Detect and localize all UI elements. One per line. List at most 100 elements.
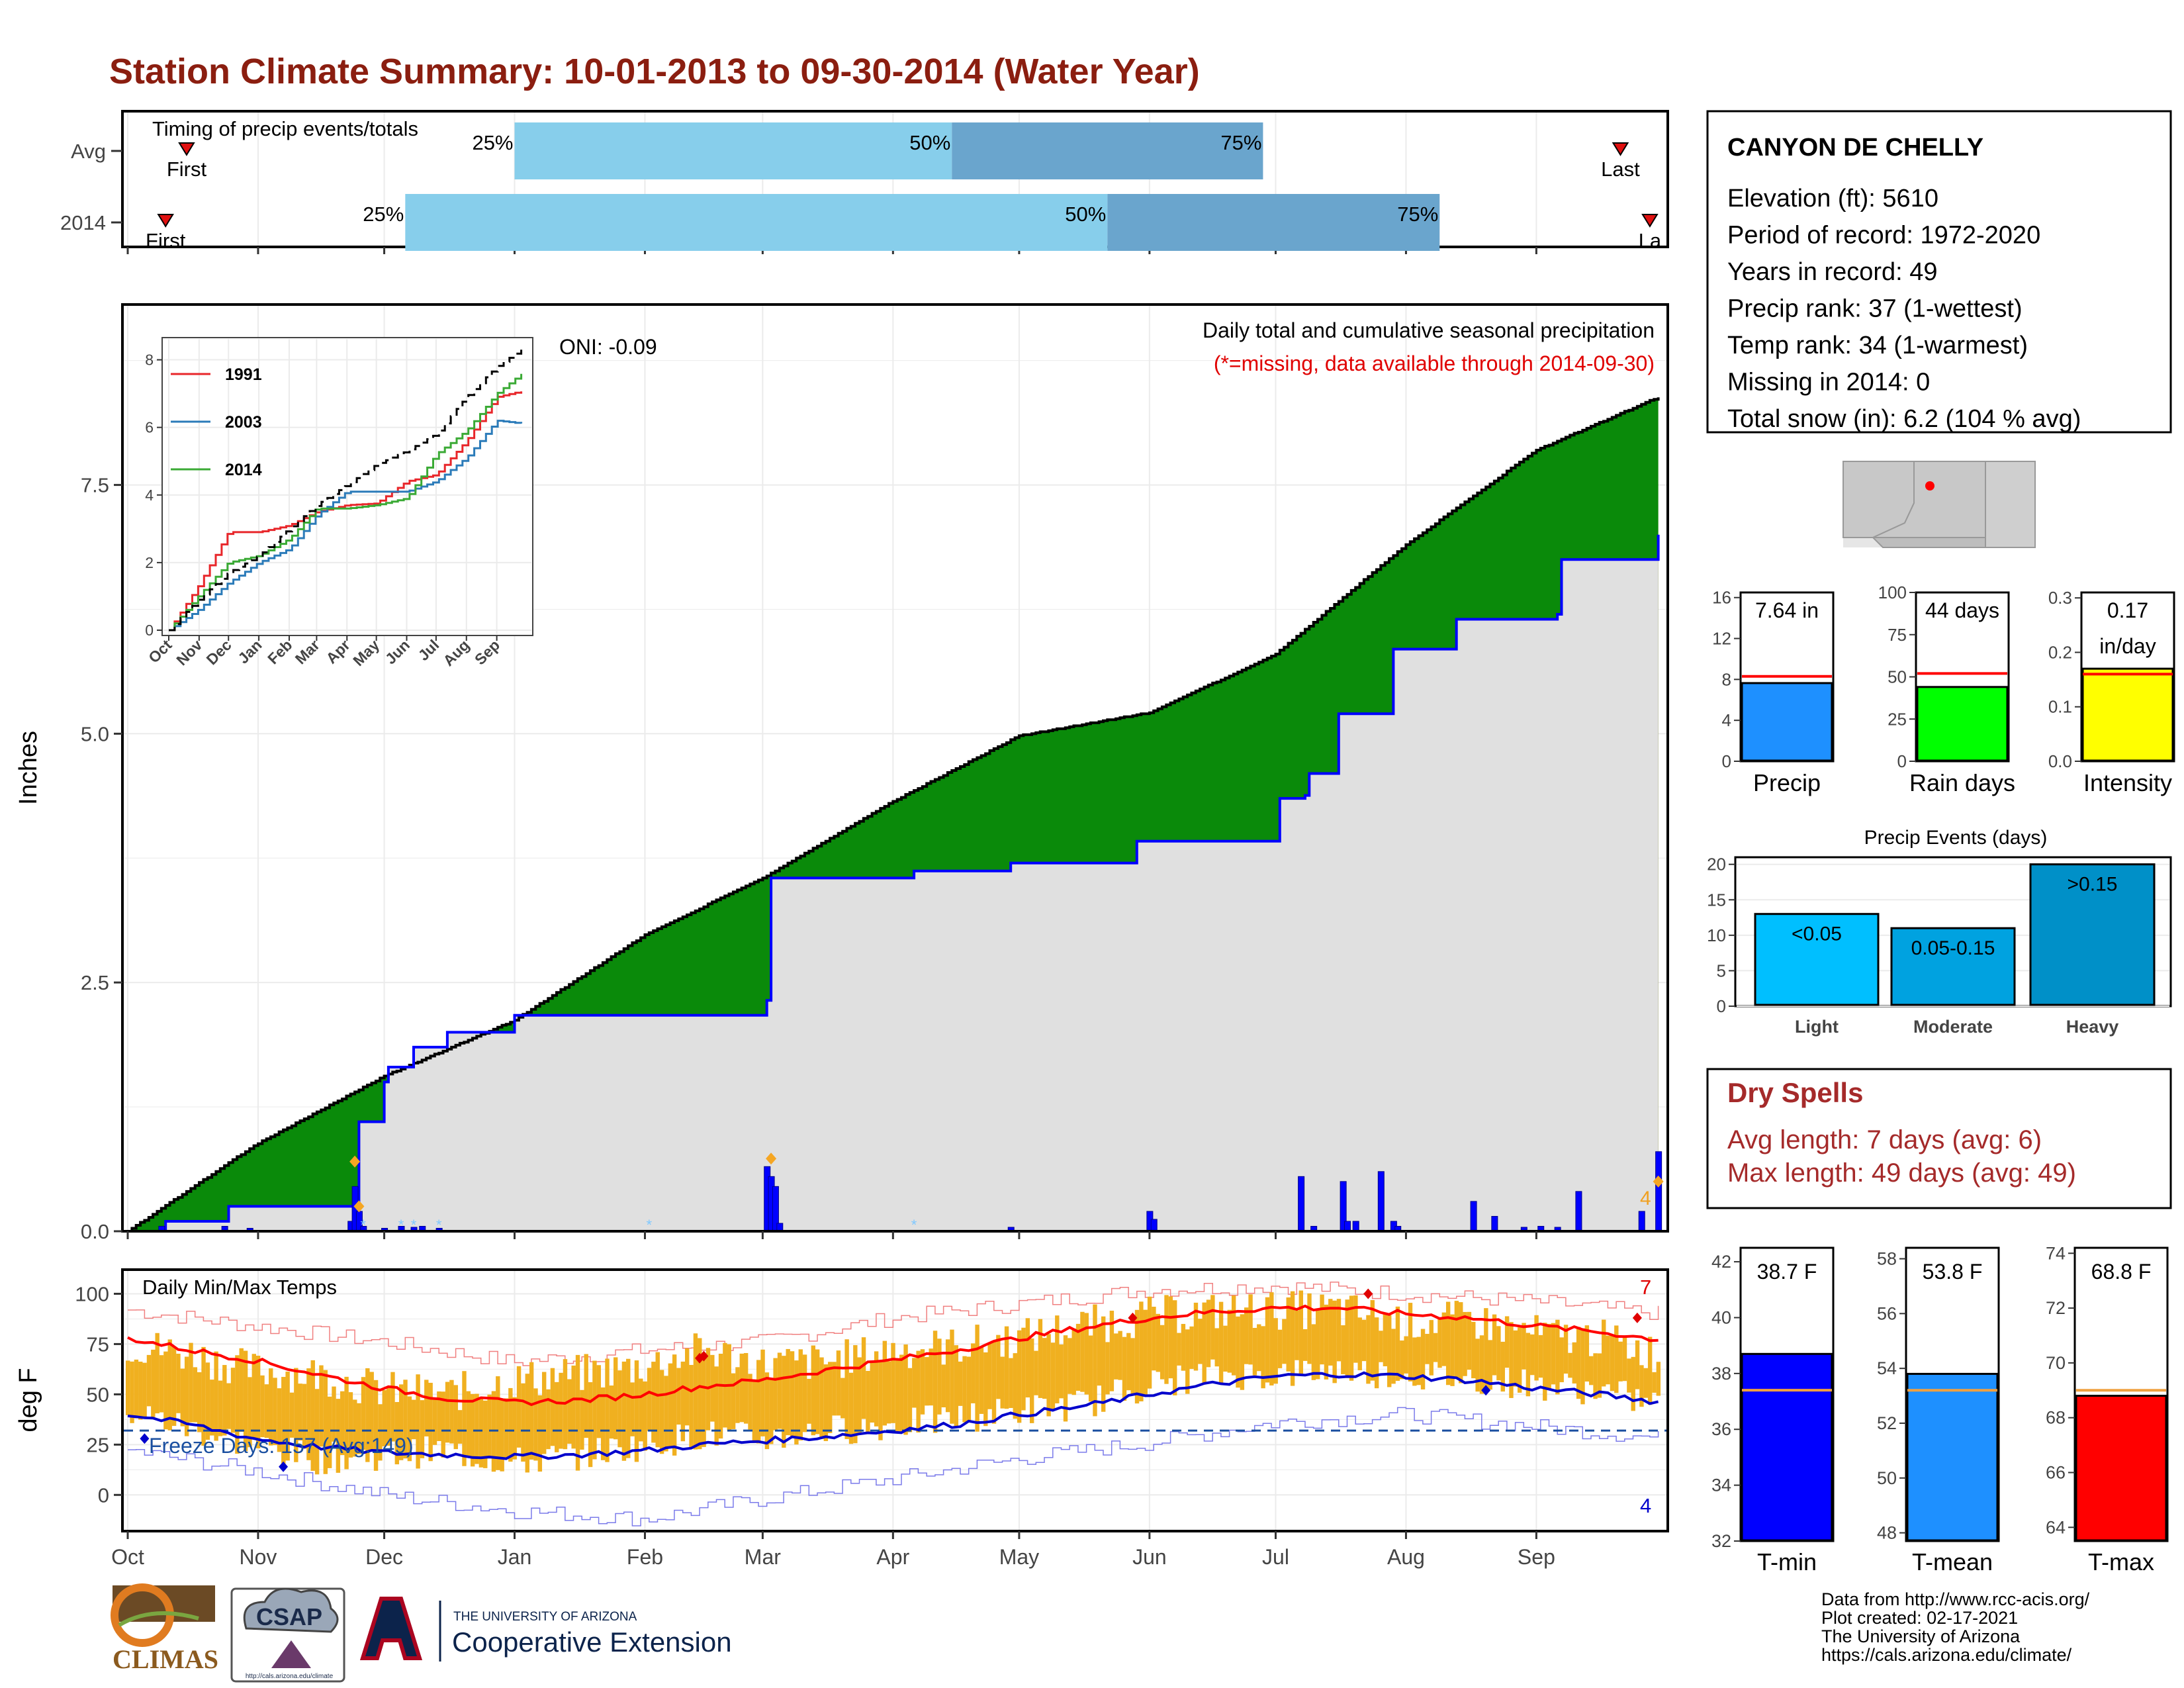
- daily-temp-range-bar: [323, 1370, 328, 1474]
- daily-temp-range-bar: [1257, 1324, 1261, 1372]
- inset-legend-label: 2014: [225, 461, 262, 479]
- daily-temp-range-bar: [1029, 1338, 1034, 1423]
- daily-temp-range-bar: [1475, 1338, 1480, 1392]
- dry-spells-avg: Avg length: 7 days (avg: 6): [1727, 1125, 2042, 1154]
- daily-temp-range-bar: [264, 1384, 269, 1438]
- daily-temp-range-bar: [398, 1384, 404, 1460]
- daily-temp-range-bar: [361, 1377, 366, 1450]
- daily-temp-range-bar: [1068, 1338, 1072, 1394]
- record-temp-marker: [1481, 1385, 1491, 1396]
- summary-y-tick-label: 50: [1888, 667, 1907, 687]
- daily-temp-range-bar: [1353, 1295, 1358, 1363]
- month-axis: Oct Nov Dec Jan Feb Mar Apr May Jun Jul Aug Sep: [111, 1231, 1555, 1569]
- daily-temp-range-bar: [1302, 1329, 1308, 1361]
- events-bar-label: <0.05: [1792, 923, 1842, 945]
- daily-temp-range-bar: [310, 1360, 315, 1471]
- snow-marker: [353, 1200, 365, 1213]
- events-y-tick-label: 10: [1707, 925, 1726, 945]
- daily-temp-range-bar: [971, 1343, 976, 1403]
- month-tick-label: Nov: [240, 1545, 277, 1569]
- daily-temp-range-bar: [1647, 1336, 1653, 1405]
- daily-temp-range-bar: [365, 1368, 370, 1462]
- daily-temp-range-bar: [1084, 1313, 1089, 1395]
- daily-temp-range-bar: [298, 1383, 302, 1441]
- timing-bar-50-75: [1107, 194, 1440, 251]
- intensity-bar: [2081, 667, 2174, 762]
- summary-y-tick-label: 40: [1711, 1307, 1731, 1327]
- daily-temp-range-bar: [171, 1346, 177, 1427]
- daily-temp-range-bar: [1610, 1335, 1615, 1391]
- precip-y-axis-label: Inches: [15, 731, 42, 805]
- daily-temp-range-bar: [588, 1382, 593, 1468]
- daily-temp-range-bar: [857, 1357, 862, 1434]
- precip-y-ticks: 0.0 2.5 5.0 7.5: [81, 474, 122, 1243]
- daily-temp-range-bar: [1240, 1314, 1245, 1390]
- daily-temp-range-bar: [802, 1354, 807, 1432]
- daily-temp-range-bar: [916, 1350, 921, 1433]
- temp-y-tick-label: 0: [98, 1483, 109, 1507]
- ua-logo-big-text: Cooperative Extension: [452, 1626, 732, 1658]
- daily-temp-range-bar: [1345, 1299, 1349, 1378]
- daily-temp-range-bar: [475, 1393, 479, 1464]
- daily-temp-range-bar: [991, 1340, 997, 1424]
- month-tick-label: Sep: [1518, 1545, 1555, 1569]
- daily-temp-range-bar: [1639, 1365, 1644, 1407]
- daily-temp-range-bar: [1479, 1335, 1484, 1394]
- daily-temp-range-bar: [1332, 1300, 1337, 1383]
- timing-bar-25-50: [405, 194, 1108, 251]
- daily-temp-range-bar: [950, 1329, 954, 1424]
- daily-temp-range-bar: [416, 1374, 420, 1469]
- rain-days-bar: [1916, 686, 2009, 762]
- daily-temp-range-bar: [807, 1378, 811, 1424]
- daily-temp-range-bar: [823, 1364, 829, 1442]
- daily-temp-range-bar: [1009, 1358, 1013, 1409]
- daily-temp-range-bar: [664, 1376, 668, 1452]
- temp-y-tick-label: 100: [75, 1282, 109, 1305]
- daily-temp-range-bar: [559, 1372, 563, 1449]
- summary-y-tick-label: 38: [1711, 1364, 1731, 1383]
- daily-temp-range-bar: [1114, 1333, 1118, 1380]
- summary-y-tick-label: 52: [1877, 1413, 1897, 1433]
- temp-plot: [124, 1282, 1666, 1526]
- timing-bar-50-75: [952, 122, 1263, 179]
- daily-temp-range-bar: [1063, 1335, 1068, 1422]
- daily-temp-range-bar: [798, 1349, 803, 1441]
- inset-legend-label: 1991: [225, 365, 262, 384]
- daily-temp-range-bar: [332, 1386, 336, 1442]
- timing-title: Timing of precip events/totals: [152, 117, 418, 140]
- daily-temp-range-bar: [718, 1354, 723, 1439]
- daily-temp-range-bar: [1164, 1295, 1169, 1384]
- daily-precip-bar: [1377, 1171, 1385, 1232]
- daily-temp-range-bar: [462, 1371, 467, 1466]
- daily-temp-range-bar: [584, 1354, 588, 1438]
- daily-temp-range-bar: [1530, 1334, 1535, 1376]
- daily-precip-bar: [1298, 1176, 1305, 1232]
- temp-y-tick-label: 25: [87, 1433, 109, 1456]
- timing-row-label: 2014: [60, 211, 106, 234]
- summary-y-tick-label: 0.0: [2048, 751, 2072, 771]
- daily-temp-range-bar: [1500, 1341, 1505, 1392]
- daily-temp-range-bar: [201, 1346, 206, 1446]
- daily-temp-range-bar: [1311, 1324, 1316, 1380]
- daily-precip-bar: [1491, 1215, 1498, 1232]
- daily-temp-range-bar: [1547, 1323, 1551, 1389]
- daily-temp-range-bar: [319, 1365, 324, 1447]
- record-temp-marker: [1363, 1288, 1373, 1299]
- daily-temp-range-bar: [575, 1354, 580, 1471]
- precip-events-title: Precip Events (days): [1864, 827, 2048, 849]
- daily-temp-range-bar: [668, 1363, 672, 1448]
- last-event-marker: [1612, 142, 1629, 156]
- daily-temp-range-bar: [466, 1391, 471, 1457]
- intensity-value-unit: in/day: [2099, 634, 2156, 658]
- daily-temp-range-bar: [735, 1367, 740, 1423]
- daily-temp-range-bar: [302, 1383, 307, 1449]
- summary-y-tick-label: 66: [2046, 1462, 2066, 1482]
- daily-temp-range-bar: [1522, 1323, 1526, 1370]
- inset-line-2003: [169, 420, 523, 632]
- daily-temp-range-bar: [1097, 1325, 1102, 1386]
- daily-temp-range-bar: [441, 1391, 445, 1458]
- daily-temp-range-bar: [243, 1350, 248, 1452]
- daily-temp-range-bar: [1101, 1316, 1106, 1412]
- timing-25-label: 25%: [472, 131, 513, 154]
- daily-temp-range-bar: [769, 1378, 774, 1444]
